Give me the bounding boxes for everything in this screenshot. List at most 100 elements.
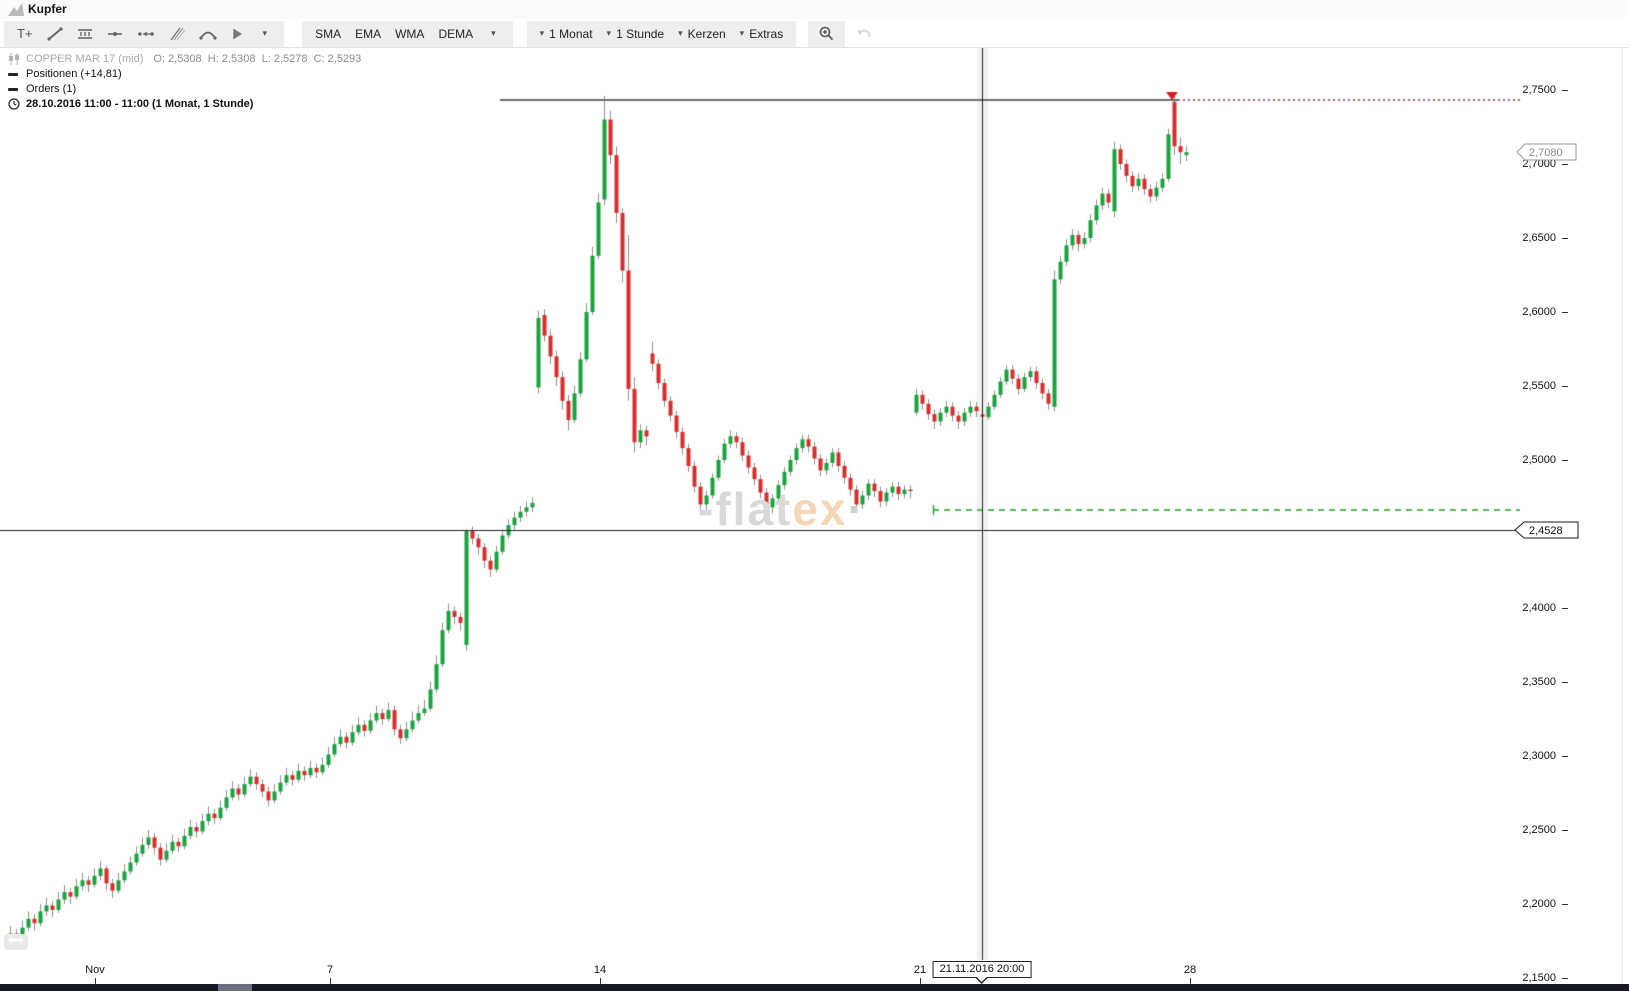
polyline-icon (137, 31, 154, 36)
chart-type-select[interactable]: ▾ Kerzen (671, 22, 733, 46)
watermark-ex: ex (792, 483, 848, 535)
legend-timerange-row: 28.10.2016 11:00 - 11:00 (1 Monat, 1 Stu… (8, 97, 361, 111)
fibonacci-icon (77, 28, 92, 39)
chart-toolbar: T+ ▾ (0, 20, 1629, 48)
zoom-group (808, 20, 846, 47)
chevron-down-icon: ▾ (606, 28, 612, 38)
price-axis-label: 2,6000 (1522, 306, 1556, 318)
price-axis-label: 2,7000 (1522, 158, 1556, 170)
arc-tool-button[interactable] (192, 22, 224, 46)
price-axis-tick (1562, 608, 1568, 609)
orders-label: Orders (1) (26, 82, 77, 95)
price-axis-label: 2,4000 (1522, 602, 1556, 614)
left-right-arrows-icon (8, 936, 24, 944)
price-axis-tick (1562, 386, 1568, 387)
price-axis-tick (1562, 90, 1568, 91)
range-select-value: 1 Monat (549, 26, 593, 41)
channel-icon (169, 27, 185, 40)
chart-type-select-value: Kerzen (687, 26, 726, 41)
price-axis-label: 2,5000 (1522, 454, 1556, 466)
horizontal-line-icon (107, 31, 122, 36)
horizontal-line-tool-button[interactable] (100, 22, 130, 46)
price-axis-tick (1562, 978, 1568, 979)
indicators-group: SMA EMA WMA DEMA ▾ (302, 20, 513, 47)
chevron-down-icon: ▾ (678, 28, 683, 38)
time-axis-tick (330, 978, 331, 984)
candlestick-icon (9, 53, 19, 65)
bottom-scrollbar[interactable] (0, 984, 1629, 991)
price-axis-label: 2,3500 (1522, 676, 1556, 688)
extras-menu[interactable]: ▾ Extras (733, 22, 791, 46)
crosshair-price-value: 2,4528 (1529, 525, 1563, 537)
legend-orders-row[interactable]: Orders (1) (8, 82, 361, 96)
chart-icon (8, 3, 24, 16)
arrow-tool-button[interactable] (224, 22, 252, 46)
polyline-tool-button[interactable] (130, 22, 162, 46)
fibonacci-tool-button[interactable] (70, 22, 100, 46)
crosshair-price-tag: 2,4528 (1514, 521, 1579, 539)
time-axis-label: 21 (913, 964, 927, 976)
undo-button[interactable] (849, 22, 879, 46)
text-tool-button[interactable]: T+ (10, 22, 40, 46)
chart-legend: COPPER MAR 17 (mid) O: 2,5308 H: 2,5308 … (8, 52, 361, 112)
extras-menu-label: Extras (749, 26, 784, 41)
watermark-dot: · (847, 483, 865, 535)
undo-icon (857, 29, 871, 37)
magnifier-plus-icon (819, 26, 834, 41)
range-select[interactable]: ▾ 1 Monat (533, 22, 600, 46)
indicator-sma-button[interactable]: SMA (315, 26, 342, 41)
price-axis-label: 2,2000 (1522, 898, 1556, 910)
indicator-ema-button[interactable]: EMA (355, 26, 382, 41)
price-axis-label: 2,5500 (1522, 380, 1556, 392)
interval-select[interactable]: ▾ 1 Stunde (600, 22, 672, 46)
page-title: Kupfer (28, 2, 67, 16)
price-axis-label: 2,1500 (1522, 972, 1556, 984)
drawing-more-button[interactable]: ▾ (252, 22, 279, 46)
price-axis-tick (1562, 164, 1568, 165)
last-price-value: 2,7080 (1529, 147, 1563, 159)
price-chart-canvas[interactable] (0, 48, 1629, 991)
title-bar: Kupfer (0, 0, 1629, 19)
price-axis-label: 2,3000 (1522, 750, 1556, 762)
price-axis-tick (1562, 904, 1568, 905)
chart-settings-group: ▾ 1 Monat ▾ 1 Stunde ▾ Kerzen ▾ Extras (526, 20, 797, 47)
trendline-icon (46, 26, 63, 41)
time-axis-label: 7 (326, 964, 334, 976)
arc-icon (198, 31, 217, 40)
chart-area: -flatex· COPPER MAR 17 (mid) O: 2,5308 H… (0, 48, 1629, 991)
interval-select-value: 1 Stunde (616, 26, 665, 41)
arrow-tool-icon (232, 28, 242, 39)
price-axis-label: 2,2500 (1522, 824, 1556, 836)
channel-tool-button[interactable] (162, 22, 192, 46)
clock-icon (8, 98, 20, 110)
price-axis-label: 2,7500 (1522, 84, 1556, 96)
price-axis-tick (1562, 312, 1568, 313)
chevron-down-icon: ▾ (262, 28, 268, 38)
indicator-dema-button[interactable]: DEMA (438, 26, 474, 41)
watermark-flat: -flat (698, 483, 793, 535)
flatex-watermark: -flatex· (698, 482, 865, 536)
indicators-more-button[interactable]: ▾ (480, 22, 507, 46)
orders-line-icon (8, 87, 18, 91)
crosshair-time-value: 21.11.2016 20:00 (939, 963, 1025, 975)
price-axis-tick (1562, 682, 1568, 683)
time-axis-tick (600, 978, 601, 984)
scrollbar-thumb[interactable] (218, 984, 252, 991)
crosshair-time-tooltip: 21.11.2016 20:00 (932, 961, 1032, 984)
time-axis-label: 28 (1183, 964, 1197, 976)
legend-positions-row[interactable]: Positionen (+14,81) (8, 67, 361, 81)
pan-control[interactable] (4, 934, 28, 950)
chevron-down-icon: ▾ (539, 28, 545, 38)
trendline-tool-button[interactable] (40, 22, 70, 46)
time-axis-tick (1190, 978, 1191, 984)
indicator-wma-button[interactable]: WMA (395, 26, 425, 41)
symbol-name: COPPER MAR 17 (mid) (26, 52, 144, 65)
chevron-down-icon: ▾ (739, 28, 745, 38)
time-axis-tick (920, 978, 921, 984)
zoom-in-button[interactable] (812, 22, 841, 46)
ohlc-values: O: 2,5308 H: 2,5308 L: 2,5278 C: 2,5293 (153, 52, 362, 65)
time-axis-tick (95, 978, 96, 984)
chevron-down-icon: ▾ (491, 28, 496, 38)
price-axis-tick (1562, 830, 1568, 831)
